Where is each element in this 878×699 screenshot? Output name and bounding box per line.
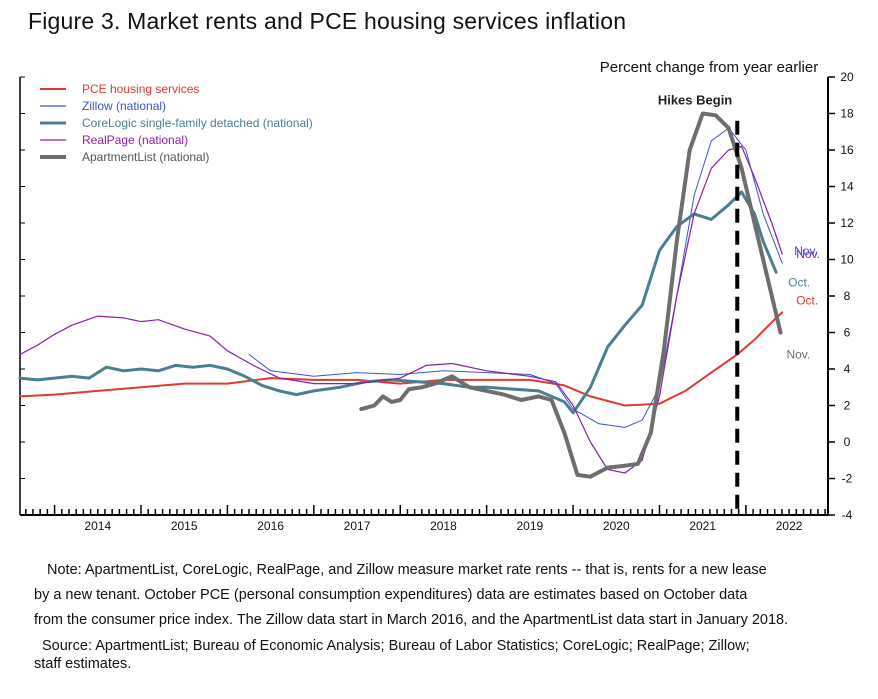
note-line-2: by a new tenant. October PCE (personal c… <box>34 587 748 603</box>
source-line-2: staff estimates. <box>34 656 132 672</box>
y-tick-label: 20 <box>840 70 854 84</box>
x-tick-label: 2017 <box>344 519 371 533</box>
series-lines <box>18 111 784 479</box>
y-tick-label: 2 <box>844 399 851 413</box>
note-line-3: from the consumer price index. The Zillo… <box>34 612 789 628</box>
y-tick-label: -4 <box>842 508 853 522</box>
y-tick-label: 6 <box>844 326 851 340</box>
source-line-1: Source: ApartmentList; Bureau of Economi… <box>42 638 750 654</box>
hikes-begin-marker: Hikes Begin <box>658 92 740 515</box>
end-label: Nov. <box>794 244 818 258</box>
x-tick-label: 2015 <box>171 519 198 533</box>
legend-label: Zillow (national) <box>82 99 166 113</box>
legend-label: PCE housing services <box>82 82 199 96</box>
end-label: Oct. <box>796 293 818 307</box>
x-axis: 2014 2015 2016 2017 2018 2019 2020 2021 2022 <box>25 505 826 533</box>
series-pce-housing-services <box>19 311 784 407</box>
y-tick-label: 4 <box>844 362 851 376</box>
y-tick-label: -2 <box>842 472 853 486</box>
legend: PCE housing services Zillow (national) Cor… <box>40 82 313 164</box>
y-tick-label: 12 <box>840 216 854 230</box>
end-label: Nov. <box>796 247 820 261</box>
hikes-begin-label: Hikes Begin <box>658 92 732 107</box>
y-tick-label: 0 <box>844 435 851 449</box>
x-tick-label: 2022 <box>776 519 803 533</box>
y-tick-label: 16 <box>840 143 854 157</box>
y-tick-label: 14 <box>840 180 854 194</box>
x-tick-label: 2019 <box>517 519 544 533</box>
y-tick-label: 10 <box>840 253 854 267</box>
legend-label: CoreLogic single-family detached (nation… <box>82 116 313 130</box>
x-tick-label: 2020 <box>603 519 630 533</box>
end-label: Nov. <box>786 348 810 362</box>
series-zillow-national <box>248 127 783 428</box>
end-labels: Nov.Nov.Oct.Oct.Nov. <box>786 244 820 361</box>
x-tick-label: 2014 <box>84 519 111 533</box>
x-tick-label: 2016 <box>257 519 284 533</box>
y-tick-label: 18 <box>840 107 854 121</box>
series-apartmentlist-national <box>359 111 783 479</box>
figure-title: Figure 3. Market rents and PCE housing s… <box>28 8 627 34</box>
end-label: Oct. <box>788 275 810 289</box>
x-tick-label: 2021 <box>689 519 716 533</box>
y-axis: -4 -2 0 2 4 6 8 10 12 14 16 18 20 <box>20 70 854 522</box>
note-line-1: Note: ApartmentList, CoreLogic, RealPage… <box>47 562 767 578</box>
y-axis-label: Percent change from year earlier <box>600 59 818 76</box>
series-realpage-national <box>19 145 783 474</box>
legend-label: RealPage (national) <box>82 133 188 147</box>
x-tick-label: 2018 <box>430 519 457 533</box>
y-tick-label: 8 <box>844 289 851 303</box>
legend-label: ApartmentList (national) <box>82 150 209 164</box>
